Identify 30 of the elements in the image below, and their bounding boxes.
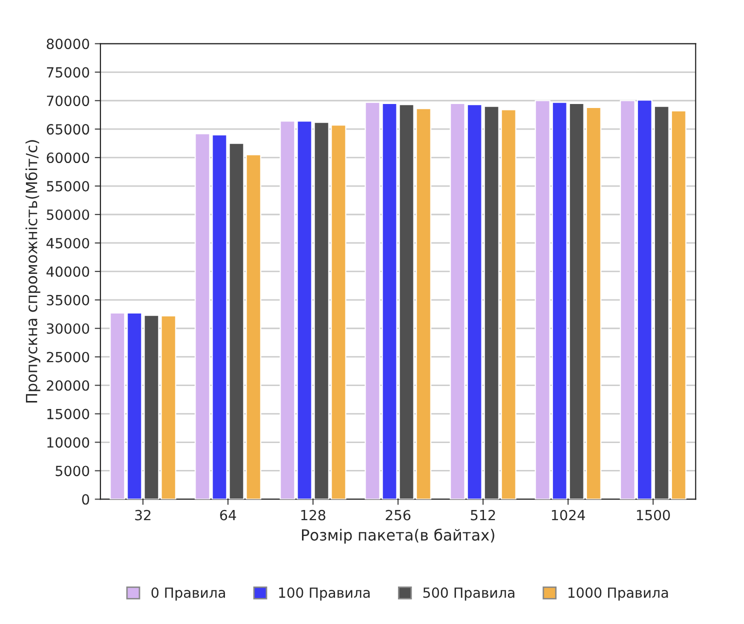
- y-tick-label: 55000: [46, 181, 90, 192]
- y-tick-label: 65000: [46, 124, 90, 135]
- y-tick-label: 0: [82, 494, 90, 505]
- y-tick-label: 75000: [46, 67, 90, 78]
- x-tick-label: 1024: [552, 510, 585, 520]
- legend-label: 100 Правила: [279, 587, 370, 601]
- y-tick-label: 25000: [46, 352, 90, 362]
- x-tick-label: 512: [470, 510, 495, 520]
- x-tick-label: 32: [135, 510, 150, 520]
- y-tick-label: 10000: [47, 437, 90, 448]
- x-axis-title: Розмір пакета(в байтах): [302, 528, 494, 544]
- x-tick-label: 128: [301, 510, 326, 520]
- y-tick-label: 5000: [56, 466, 90, 476]
- y-tick-label: 60000: [46, 152, 90, 164]
- y-tick-label: 80000: [46, 38, 90, 50]
- y-tick-label: 20000: [46, 380, 90, 391]
- y-tick-label: 70000: [46, 96, 90, 106]
- y-tick-label: 30000: [46, 323, 90, 334]
- y-axis-title: Пропускна спроможність(Мбіт/с): [25, 140, 40, 403]
- x-tick-label: 64: [220, 510, 236, 520]
- y-tick-label: 35000: [46, 294, 90, 306]
- legend-label: 1000 Правила: [568, 587, 668, 601]
- x-tick-label: 256: [386, 510, 410, 520]
- y-tick-label: 45000: [46, 238, 90, 248]
- y-tick-label: 15000: [47, 408, 90, 420]
- x-tick-label: 1500: [636, 510, 670, 520]
- y-tick-label: 40000: [46, 266, 90, 277]
- legend-label: 0 Правила: [152, 587, 225, 601]
- legend-label: 500 Правила: [423, 587, 514, 601]
- y-tick-label: 50000: [46, 209, 90, 220]
